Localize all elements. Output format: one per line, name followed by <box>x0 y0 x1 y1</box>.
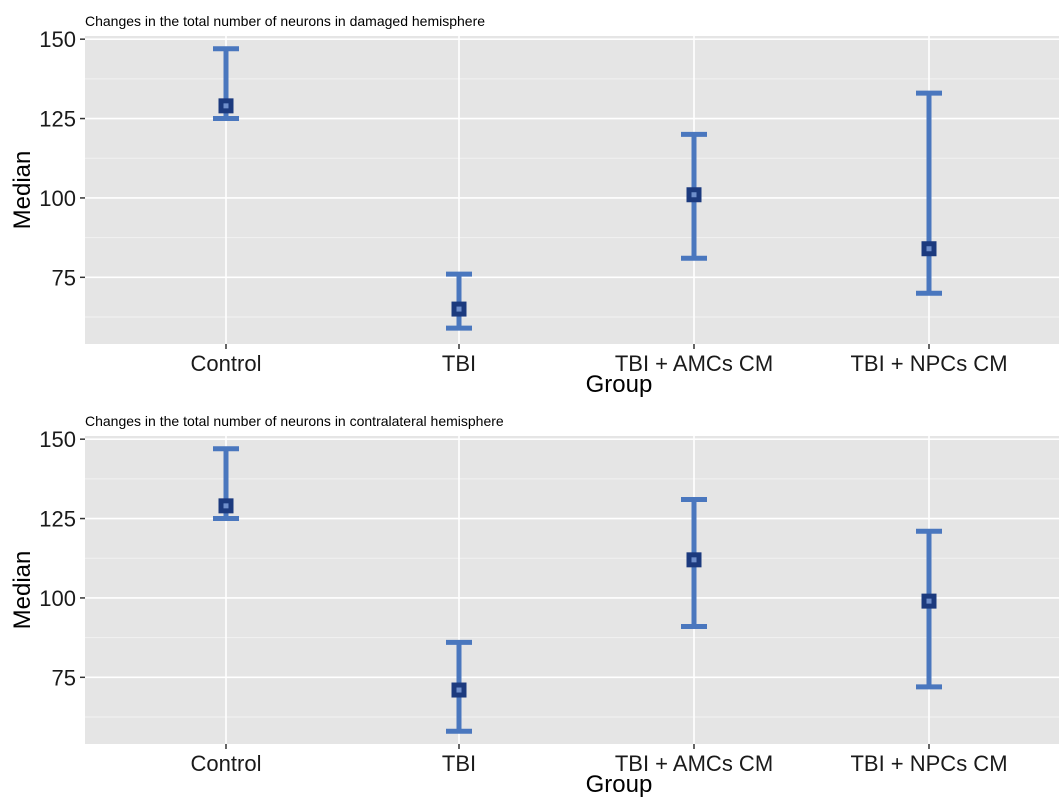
bottom-y-tick-label: 125 <box>39 507 76 532</box>
top-median-point-center <box>926 246 932 252</box>
bottom-panel-background <box>85 436 1059 744</box>
top-y-axis-title: Median <box>9 151 36 230</box>
top-chart-title: Changes in the total number of neurons i… <box>85 13 485 29</box>
bottom-x-tick-label: TBI <box>442 751 476 776</box>
bottom-x-tick-label: Control <box>191 751 262 776</box>
top-y-tick-label: 150 <box>39 27 76 52</box>
bottom-x-tick-label: TBI + NPCs CM <box>850 751 1007 776</box>
bottom-y-tick-label: 100 <box>39 586 76 611</box>
top-y-tick-label: 75 <box>52 265 76 290</box>
bottom-median-point-center <box>926 598 932 604</box>
top-median-point-center <box>223 103 229 109</box>
bottom-x-axis-title: Group <box>586 771 653 798</box>
bottom-y-tick-label: 150 <box>39 427 76 452</box>
top-panel-background <box>85 36 1059 344</box>
bottom-median-point-center <box>223 503 229 509</box>
top-x-axis-title: Group <box>586 371 653 398</box>
bottom-y-tick-label: 75 <box>52 665 76 690</box>
top-y-tick-label: 100 <box>39 186 76 211</box>
bottom-y-axis-title: Median <box>9 551 36 630</box>
top-y-tick-label: 125 <box>39 107 76 132</box>
bottom-x-tick-label: TBI + AMCs CM <box>615 751 773 776</box>
bottom-median-point-center <box>456 687 462 693</box>
top-median-point-center <box>691 192 697 198</box>
top-x-tick-label: TBI <box>442 351 476 376</box>
top-x-tick-label: Control <box>191 351 262 376</box>
bottom-median-point-center <box>691 557 697 563</box>
bottom-chart-title: Changes in the total number of neurons i… <box>85 413 504 429</box>
top-x-tick-label: TBI + NPCs CM <box>850 351 1007 376</box>
top-x-tick-label: TBI + AMCs CM <box>615 351 773 376</box>
top-median-point-center <box>456 306 462 312</box>
